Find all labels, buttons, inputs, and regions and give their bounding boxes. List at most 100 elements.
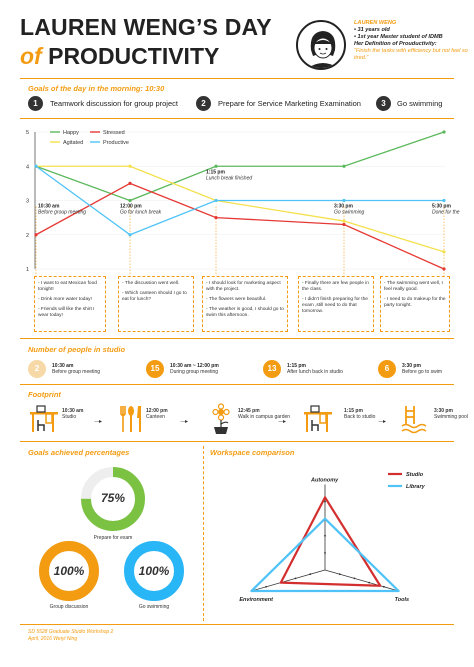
footprint-heading: Footprint xyxy=(28,390,61,399)
footprint-time: 3:30 pm xyxy=(434,408,453,414)
note-line: - I want to eat Mexican food tonight! xyxy=(38,281,97,292)
radar-tick xyxy=(382,585,385,588)
note-line: - The weather is good, I should go to sw… xyxy=(206,307,284,318)
time-label: 10:30 am xyxy=(38,204,60,210)
footprint-time: 10:30 am xyxy=(62,408,84,414)
data-point-happy xyxy=(342,164,346,168)
data-point-productive xyxy=(442,198,446,203)
time-label: 12:00 pm xyxy=(120,204,142,210)
people-label: Before group meeting xyxy=(52,369,101,376)
goal-text: Prepare for Service Marketing Examinatio… xyxy=(218,99,361,108)
footprint-entry: 1:15 pm Back to studio xyxy=(344,408,375,420)
footprint-time: 12:45 pm xyxy=(238,408,260,414)
time-caption: Before group meeting xyxy=(38,210,86,216)
radar-series-studio xyxy=(279,496,382,587)
note-box: - The swimming went well, I feel really … xyxy=(380,276,450,332)
goals-achieved-heading: Goals achieved percentages xyxy=(28,448,130,457)
radar-axis xyxy=(324,569,399,592)
people-time: 1:15 pm xyxy=(287,363,306,369)
footprint-entry: 12:45 pm Walk in campus garden xyxy=(238,408,290,420)
note-line: - The flowers were beautiful. xyxy=(206,297,267,302)
data-point-happy xyxy=(442,130,446,134)
radar-legend-label: Library xyxy=(406,484,426,490)
profile-name: LAUREN WENG xyxy=(354,20,397,26)
footprint-entry: 10:30 am Studio xyxy=(62,408,83,420)
radar-tick xyxy=(324,500,326,503)
profile-quote: “Finish the tasks with efficiency but no… xyxy=(354,48,468,61)
profile-age: • 31 years old xyxy=(354,27,390,33)
data-point-productive xyxy=(34,164,38,168)
title-of: of xyxy=(20,43,42,69)
desk-icon xyxy=(304,405,332,432)
y-tick-label: 2 xyxy=(26,233,29,239)
goal-text: Teamwork discussion for group project xyxy=(50,99,178,108)
radar-tick xyxy=(294,577,297,580)
donut-label: Prepare for exam xyxy=(93,535,133,541)
title-productivity: PRODUCTIVITY xyxy=(41,43,220,69)
footprint-label: Swimming pool xyxy=(434,414,468,421)
footprint-entry: 12:00 pm Canteen xyxy=(146,408,168,420)
legend-label: Happy xyxy=(63,130,79,136)
desk-icon xyxy=(30,405,58,432)
note-line: - Finally there are few people in the cl… xyxy=(302,281,369,292)
divider xyxy=(20,384,454,385)
note-line: - The discussion went well. xyxy=(122,281,180,286)
workspace-radar-chart: Autonomy Environment Tools Studio Library xyxy=(239,472,426,603)
legend-label: Stressed xyxy=(103,130,125,136)
people-time: 10:30 am ~ 12:00 pm xyxy=(170,363,219,369)
donut-go-swimming xyxy=(124,541,184,601)
y-tick-label: 5 xyxy=(26,130,29,136)
y-tick-label: 4 xyxy=(26,164,29,170)
time-caption: Go for lunch break xyxy=(120,210,162,216)
radar-tick xyxy=(324,534,326,537)
note-line: - The swimming went well, I feel really … xyxy=(384,281,443,292)
time-label: 3:30 pm xyxy=(334,204,353,210)
radar-axis-label: Tools xyxy=(395,597,409,603)
goals-heading: Goals of the day in the morning: 10:30 xyxy=(28,84,165,93)
data-point-happy xyxy=(128,198,132,203)
time-label: 5:30 pm xyxy=(432,204,451,210)
donut-arc xyxy=(81,467,145,531)
radar-legend-label: Studio xyxy=(406,472,424,478)
people-entry: 3:30 pm Before go to swim xyxy=(402,363,442,375)
footprint-time: 12:00 pm xyxy=(146,408,168,414)
data-point-happy xyxy=(214,164,218,168)
time-caption: Lunch break finished xyxy=(206,175,252,181)
footer: SD 5528 Graduate Studio Workshop 2 April… xyxy=(28,629,113,642)
donut-value: 75% xyxy=(100,491,126,505)
data-point-agitated xyxy=(342,219,346,223)
people-count-circle: 2 xyxy=(28,360,46,378)
avatar xyxy=(296,20,346,70)
divider xyxy=(20,624,454,625)
legend-label: Agitated xyxy=(63,140,83,146)
radar-tick xyxy=(353,577,356,580)
goal-number: 3 xyxy=(376,96,391,111)
people-count-circle: 15 xyxy=(146,360,164,378)
donut-arc xyxy=(39,541,99,601)
radar-tick xyxy=(338,573,341,576)
arrow-icon: ·····▸ xyxy=(180,419,188,425)
radar-axis-label: Autonomy xyxy=(310,478,339,484)
people-label: During group meeting xyxy=(170,369,219,376)
people-entry: 10:30 am ~ 12:00 pm During group meeting xyxy=(170,363,219,375)
footprint-label: Back to studio xyxy=(344,414,376,421)
people-entry: 10:30 am Before group meeting xyxy=(52,363,100,375)
donut-value: 100% xyxy=(138,564,170,578)
arrow-icon: ·····▸ xyxy=(94,419,102,425)
pool-icon xyxy=(401,406,427,434)
divider xyxy=(20,441,454,442)
note-box: - I should look for marketing aspect wit… xyxy=(202,276,288,332)
series-line-stressed xyxy=(35,182,445,270)
footprint-time: 1:15 pm xyxy=(344,408,363,414)
profile-definition-label: Her Definition of Prouductivity: xyxy=(354,41,437,47)
data-point-stressed xyxy=(128,181,132,185)
donut-value: 100% xyxy=(53,564,85,578)
time-label: 1:15 pm xyxy=(206,169,225,175)
note-line: - I should look for marketing aspect wit… xyxy=(206,281,281,292)
radar-tick xyxy=(324,552,326,554)
cutlery-icon xyxy=(120,406,141,432)
radar-tick xyxy=(368,581,371,584)
flower-icon xyxy=(212,403,230,434)
radar-series-library xyxy=(250,517,400,593)
goal-number: 1 xyxy=(28,96,43,111)
